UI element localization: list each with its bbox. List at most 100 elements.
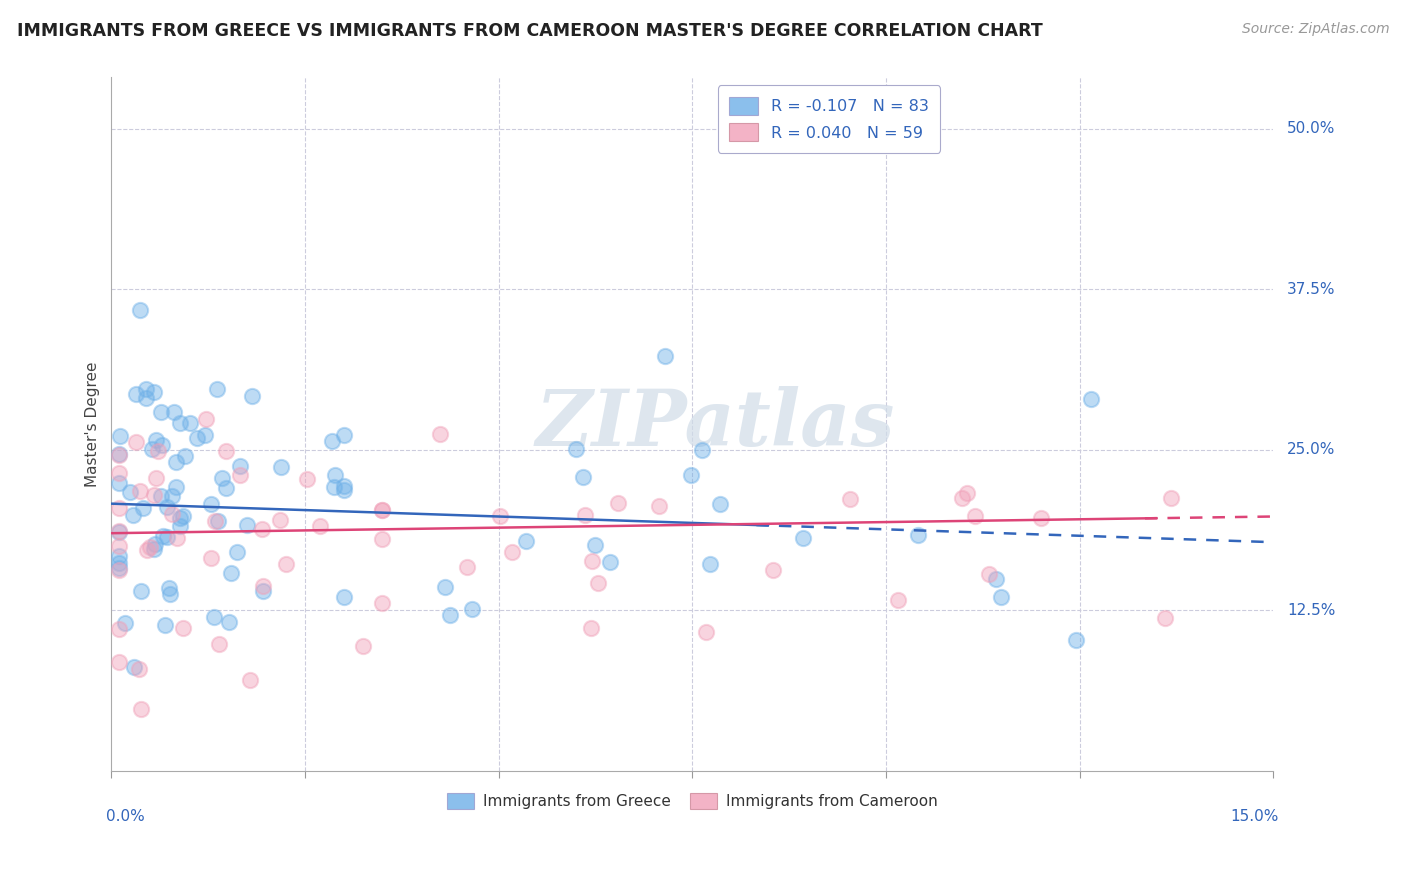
Point <box>581 554 603 568</box>
Text: 50.0%: 50.0% <box>1286 121 1336 136</box>
Point <box>607 495 630 509</box>
Point <box>108 448 131 462</box>
Point <box>461 601 484 615</box>
Point <box>574 508 596 522</box>
Point <box>108 501 131 516</box>
Point <box>1080 392 1102 406</box>
Point <box>308 518 330 533</box>
Point <box>979 566 1001 581</box>
Text: 37.5%: 37.5% <box>1286 282 1336 297</box>
Point <box>108 524 131 538</box>
Point <box>218 615 240 630</box>
Point <box>990 590 1012 604</box>
Point <box>172 508 194 523</box>
Point <box>692 443 714 458</box>
Point <box>148 443 170 458</box>
Point <box>186 431 208 445</box>
Point <box>226 545 249 559</box>
Point <box>129 702 152 716</box>
Point <box>108 563 131 577</box>
Point <box>950 491 973 506</box>
Point <box>709 497 731 511</box>
Point <box>270 460 292 475</box>
Point <box>371 596 394 610</box>
Point <box>121 508 143 522</box>
Point <box>118 485 141 500</box>
Point <box>110 429 132 443</box>
Point <box>108 622 131 636</box>
Point <box>174 449 197 463</box>
Point <box>145 433 167 447</box>
Point <box>1029 511 1052 525</box>
Point <box>565 442 588 457</box>
Point <box>352 639 374 653</box>
Text: ZIPatlas: ZIPatlas <box>536 386 896 462</box>
Point <box>323 480 346 494</box>
Point <box>599 555 621 569</box>
Point <box>125 435 148 450</box>
Point <box>142 384 165 399</box>
Text: IMMIGRANTS FROM GREECE VS IMMIGRANTS FROM CAMEROON MASTER'S DEGREE CORRELATION C: IMMIGRANTS FROM GREECE VS IMMIGRANTS FRO… <box>17 22 1043 40</box>
Point <box>332 483 354 497</box>
Point <box>956 486 979 500</box>
Point <box>150 489 173 503</box>
Point <box>297 472 319 486</box>
Point <box>149 404 172 418</box>
Point <box>108 561 131 575</box>
Point <box>114 616 136 631</box>
Point <box>838 491 860 506</box>
Point <box>208 637 231 651</box>
Point <box>229 458 252 473</box>
Point <box>108 475 131 490</box>
Text: 12.5%: 12.5% <box>1286 603 1336 618</box>
Point <box>169 416 191 430</box>
Point <box>152 528 174 542</box>
Point <box>572 470 595 484</box>
Point <box>143 542 166 557</box>
Point <box>1154 611 1177 625</box>
Point <box>501 544 523 558</box>
Point <box>276 557 298 571</box>
Point <box>204 515 226 529</box>
Point <box>229 467 252 482</box>
Point <box>579 621 602 635</box>
Point <box>332 590 354 604</box>
Point <box>371 503 394 517</box>
Point <box>648 499 671 513</box>
Point <box>269 513 291 527</box>
Point <box>108 467 131 481</box>
Point <box>166 531 188 545</box>
Point <box>654 349 676 363</box>
Point <box>143 536 166 550</box>
Point <box>239 673 262 688</box>
Point <box>886 593 908 607</box>
Point <box>159 587 181 601</box>
Point <box>156 500 179 515</box>
Point <box>108 539 131 553</box>
Text: 15.0%: 15.0% <box>1230 809 1279 824</box>
Point <box>439 608 461 623</box>
Point <box>699 557 721 571</box>
Point <box>792 531 814 545</box>
Point <box>1064 632 1087 647</box>
Point <box>1160 491 1182 506</box>
Point <box>145 471 167 485</box>
Point <box>135 391 157 405</box>
Point <box>434 580 457 594</box>
Point <box>122 660 145 674</box>
Point <box>332 479 354 493</box>
Point <box>371 532 394 546</box>
Point <box>135 382 157 396</box>
Point <box>456 559 478 574</box>
Point <box>215 481 238 495</box>
Point <box>162 507 184 521</box>
Point <box>108 655 131 669</box>
Point <box>963 509 986 524</box>
Point <box>129 303 152 318</box>
Point <box>321 434 343 448</box>
Point <box>172 621 194 635</box>
Point <box>131 584 153 599</box>
Point <box>194 427 217 442</box>
Point <box>143 488 166 502</box>
Point <box>515 534 537 549</box>
